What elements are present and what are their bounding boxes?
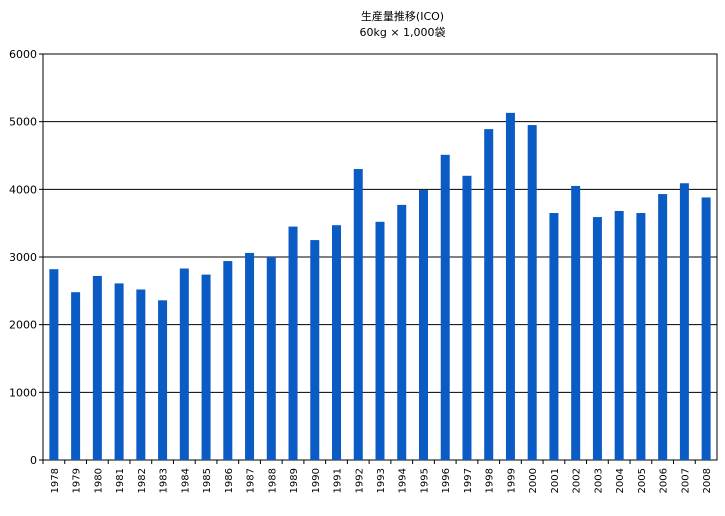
y-tick-label: 2000 — [9, 319, 37, 332]
bar — [571, 185, 581, 460]
x-tick-label: 2007 — [680, 468, 691, 493]
bar — [223, 261, 233, 460]
x-tick-label: 2004 — [615, 468, 626, 493]
bar — [158, 300, 168, 460]
x-tick-label: 1981 — [115, 468, 126, 493]
chart-subtitle: 60kg × 1,000袋 — [359, 26, 446, 39]
bar — [201, 274, 211, 460]
x-tick-label: 1988 — [267, 468, 278, 493]
x-tick-label: 1996 — [441, 468, 452, 493]
bar — [527, 125, 537, 461]
x-tick-label: 1985 — [202, 468, 213, 493]
y-tick-label: 4000 — [9, 183, 37, 196]
bar — [592, 217, 602, 460]
x-tick-label: 1993 — [376, 468, 387, 493]
x-tick-label: 1983 — [159, 468, 170, 493]
x-tick-label: 1980 — [93, 468, 104, 493]
x-tick-label: 1986 — [224, 468, 235, 493]
bar — [288, 226, 298, 460]
bar — [636, 213, 646, 460]
bar — [49, 269, 59, 460]
bar — [332, 225, 342, 460]
x-tick-label: 2008 — [702, 468, 713, 493]
y-tick-label: 1000 — [9, 386, 37, 399]
x-tick-label: 2006 — [659, 468, 670, 493]
x-tick-label: 1995 — [419, 468, 430, 493]
bar — [505, 112, 515, 461]
bar — [679, 183, 689, 460]
x-tick-label: 1992 — [354, 468, 365, 493]
bar — [71, 292, 81, 460]
bar — [266, 257, 276, 460]
y-tick-label: 5000 — [9, 116, 37, 129]
x-tick-label: 1997 — [463, 468, 474, 493]
x-tick-label: 1998 — [485, 468, 496, 493]
x-tick-label: 1978 — [50, 468, 61, 493]
x-tick-label: 1994 — [398, 468, 409, 493]
x-tick-label: 2001 — [550, 468, 561, 493]
bar — [353, 169, 363, 461]
y-tick-label: 0 — [30, 454, 37, 467]
bar — [136, 289, 146, 460]
bar — [92, 275, 102, 460]
bar — [114, 283, 124, 460]
x-tick-label: 1979 — [72, 468, 83, 493]
bar — [440, 154, 450, 460]
bar — [614, 210, 624, 460]
bar — [245, 252, 255, 460]
x-tick-label: 1989 — [289, 468, 300, 493]
bar — [701, 197, 711, 460]
chart-title: 生産量推移(ICO) — [360, 10, 445, 23]
bar — [397, 204, 407, 460]
y-tick-label: 3000 — [9, 251, 37, 264]
x-tick-label: 1982 — [137, 468, 148, 493]
x-tick-label: 2005 — [637, 468, 648, 493]
x-tick-label: 1991 — [333, 468, 344, 493]
x-tick-label: 2002 — [572, 468, 583, 493]
bar — [462, 175, 472, 461]
x-tick-label: 1999 — [506, 468, 517, 493]
bar — [484, 129, 494, 461]
bar — [658, 194, 668, 460]
bar — [179, 268, 189, 460]
x-tick-label: 1987 — [246, 468, 257, 493]
bar — [549, 213, 559, 460]
x-tick-label: 1990 — [311, 468, 322, 493]
bar — [310, 240, 320, 460]
x-tick-label: 2003 — [593, 468, 604, 493]
bar — [375, 221, 385, 460]
y-tick-label: 6000 — [9, 48, 37, 61]
x-tick-label: 1984 — [180, 468, 191, 493]
x-tick-label: 2000 — [528, 468, 539, 493]
bar — [418, 190, 428, 460]
